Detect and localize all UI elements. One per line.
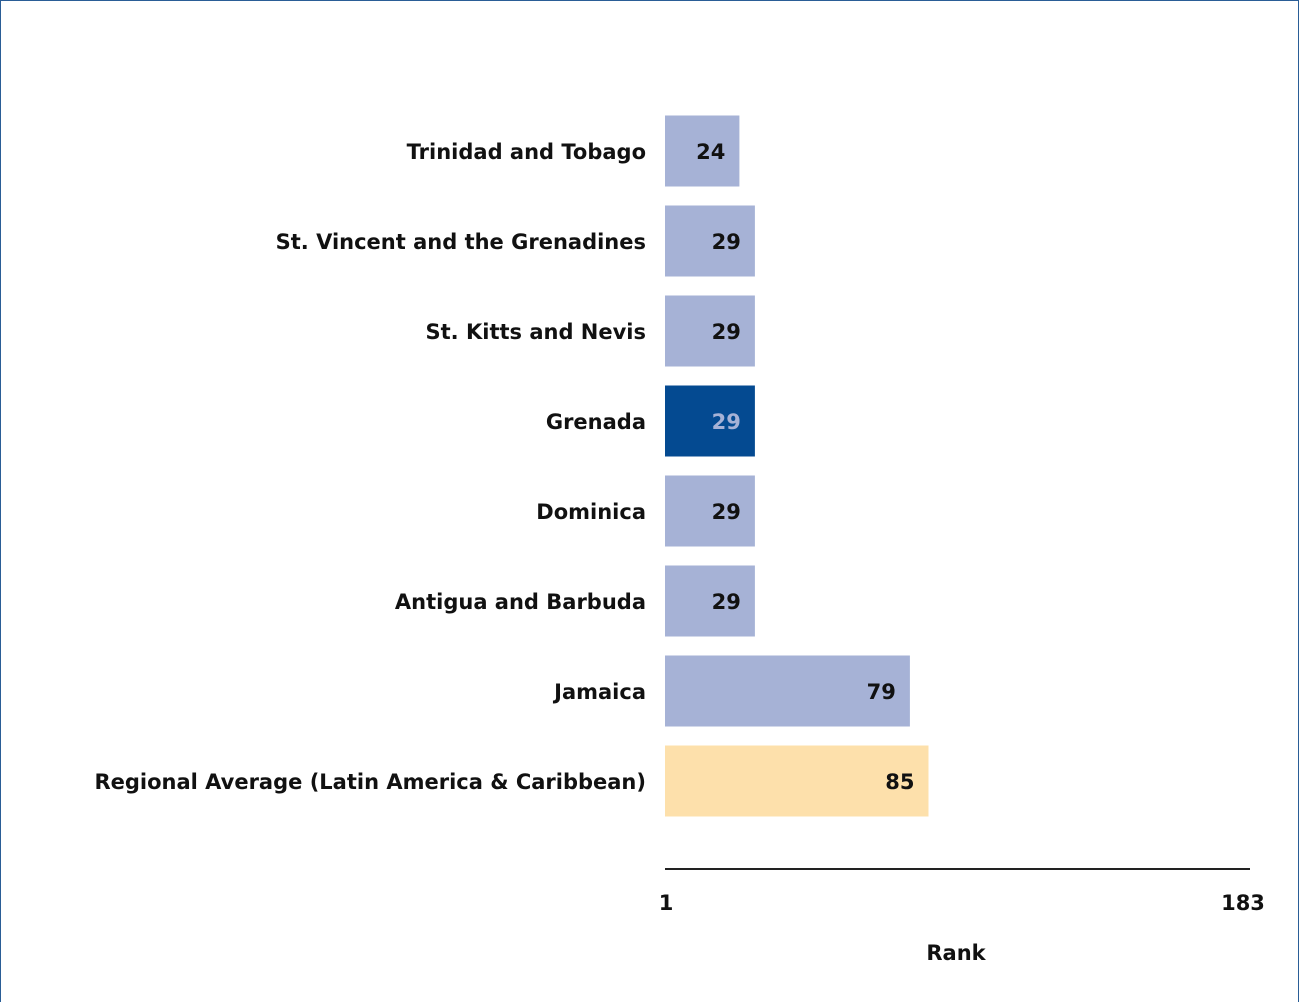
bar-2 [665, 295, 755, 367]
bar-6 [665, 655, 910, 727]
bars-layer: Trinidad and Tobago 24 St. Vincent and the… [94, 115, 929, 817]
category-label-2: St. Kitts and Nevis [426, 320, 646, 344]
bar-7 [665, 745, 929, 817]
category-label-5: Antigua and Barbuda [395, 590, 646, 614]
value-label-0: 24 [696, 140, 725, 164]
value-label-3: 29 [712, 410, 741, 434]
x-tick-label-max: 183 [1221, 891, 1265, 915]
value-label-7: 85 [885, 770, 914, 794]
bar-0 [665, 115, 740, 187]
value-label-1: 29 [712, 230, 741, 254]
value-label-4: 29 [712, 500, 741, 524]
value-label-2: 29 [712, 320, 741, 344]
x-axis-title: Rank [926, 941, 986, 965]
category-label-3: Grenada [546, 410, 646, 434]
value-label-6: 79 [867, 680, 896, 704]
bar-5 [665, 565, 755, 637]
category-label-7: Regional Average (Latin America & Caribb… [94, 770, 646, 794]
category-label-4: Dominica [536, 500, 646, 524]
category-label-1: St. Vincent and the Grenadines [276, 230, 646, 254]
category-label-0: Trinidad and Tobago [407, 140, 646, 164]
bar-1 [665, 205, 755, 277]
bar-4 [665, 475, 755, 547]
bar-3 [665, 385, 755, 457]
value-label-5: 29 [712, 590, 741, 614]
x-tick-label-min: 1 [659, 891, 674, 915]
category-label-6: Jamaica [552, 680, 646, 704]
